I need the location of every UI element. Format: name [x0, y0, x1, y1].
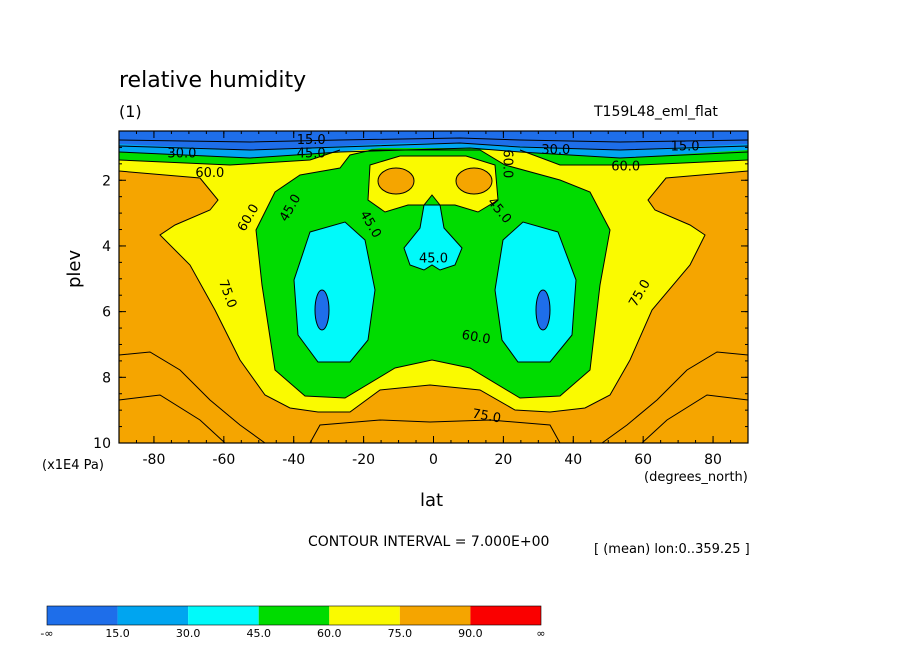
fill-below-15: [119, 131, 748, 150]
colorbar-label: 45.0: [246, 627, 271, 640]
colorbar-frame: [46, 605, 542, 626]
contour-fills: [119, 131, 748, 443]
chart-title: relative humidity: [119, 68, 307, 93]
mean-note: [ (mean) lon:0..359.25 ]: [594, 542, 750, 557]
contour-line: [119, 147, 748, 159]
colorbar-swatch: [188, 606, 259, 625]
contour-interval-note: CONTOUR INTERVAL = 7.000E+00: [308, 534, 550, 550]
contour-line: [314, 289, 330, 331]
contour-line: [119, 170, 748, 413]
contour-label: 15.0: [297, 133, 326, 148]
colorbar-label: 60.0: [317, 627, 342, 640]
x-tick-label: -40: [282, 452, 305, 468]
x-tick-label: 0: [429, 452, 438, 468]
contour-line: [455, 167, 493, 195]
x-axis-units: (degrees_north): [644, 470, 748, 485]
x-axis-label: lat: [420, 490, 444, 511]
contour-label: 45.0: [297, 146, 326, 161]
fill-30-45-left: [294, 222, 375, 362]
colorbar-swatch: [329, 606, 400, 625]
fill-core-left: [315, 290, 329, 330]
axis-ticks: -80 -60 -40 -20 0 20 40 60 80 2 4 6 8 10: [93, 131, 749, 468]
contour-label: 60.0: [611, 159, 640, 174]
fill-pocket-right: [456, 168, 492, 194]
y-tick-label: 8: [102, 370, 111, 386]
contour-line: [119, 149, 748, 166]
colorbar-label: 90.0: [458, 627, 483, 640]
contour-line: [535, 289, 551, 331]
units-label: (1): [119, 102, 142, 121]
contour-label: 45.0: [419, 251, 448, 266]
y-tick-label: 2: [102, 173, 111, 189]
fill-30-45-center: [404, 205, 462, 270]
contour-line: [119, 394, 226, 443]
contour-label: 75.0: [471, 407, 502, 427]
fill-pocket-left: [378, 168, 414, 194]
colorbar-label: 75.0: [388, 627, 413, 640]
contour-line: [403, 204, 463, 271]
colorbar-swatch: [117, 606, 189, 625]
contour-label: 30.0: [541, 143, 570, 158]
colorbar-label: -∞: [40, 627, 53, 640]
x-tick-label: 80: [704, 452, 722, 468]
contour-line: [255, 149, 611, 399]
fill-30-45-right: [495, 222, 576, 362]
x-tick-label: 20: [494, 452, 512, 468]
colorbar-swatch: [47, 606, 118, 625]
x-tick-label: 40: [564, 452, 582, 468]
contour-label: 60.0: [499, 149, 514, 178]
colorbar-swatch: [258, 606, 330, 625]
contour-line: [119, 351, 266, 443]
y-axis-units: (x1E4 Pa): [42, 458, 104, 473]
x-tick-label: -80: [143, 452, 166, 468]
contour-line: [601, 351, 748, 443]
dataset-label: T159L48_eml_flat: [594, 104, 718, 120]
contour-label: 15.0: [671, 140, 700, 155]
contour-label: 60.0: [195, 166, 224, 181]
colorbar: -∞ 15.0 30.0 45.0 60.0 75.0 90.0 ∞: [40, 605, 546, 640]
y-tick-label: 6: [102, 305, 111, 321]
contour-line: [119, 137, 748, 143]
contour-label: 30.0: [167, 146, 196, 161]
contour-line: [367, 155, 499, 213]
x-tick-label: 60: [634, 452, 652, 468]
y-tick-label: 10: [93, 436, 111, 452]
x-tick-label: -60: [212, 452, 235, 468]
contour-line: [119, 142, 748, 151]
contour-line: [377, 167, 415, 195]
colorbar-swatch: [470, 606, 541, 625]
contour-line: [494, 221, 577, 363]
contour-line: [293, 221, 376, 363]
contour-lines: [119, 137, 748, 443]
contour-line: [641, 394, 748, 443]
contour-label: 60.0: [460, 328, 491, 348]
colorbar-label: 30.0: [176, 627, 201, 640]
x-tick-label: -20: [352, 452, 375, 468]
colorbar-label: ∞: [536, 627, 545, 640]
colorbar-swatch: [399, 606, 471, 625]
fill-core-right: [536, 290, 550, 330]
contour-line: [309, 419, 561, 443]
colorbar-label: 15.0: [105, 627, 130, 640]
y-tick-label: 4: [102, 239, 111, 255]
